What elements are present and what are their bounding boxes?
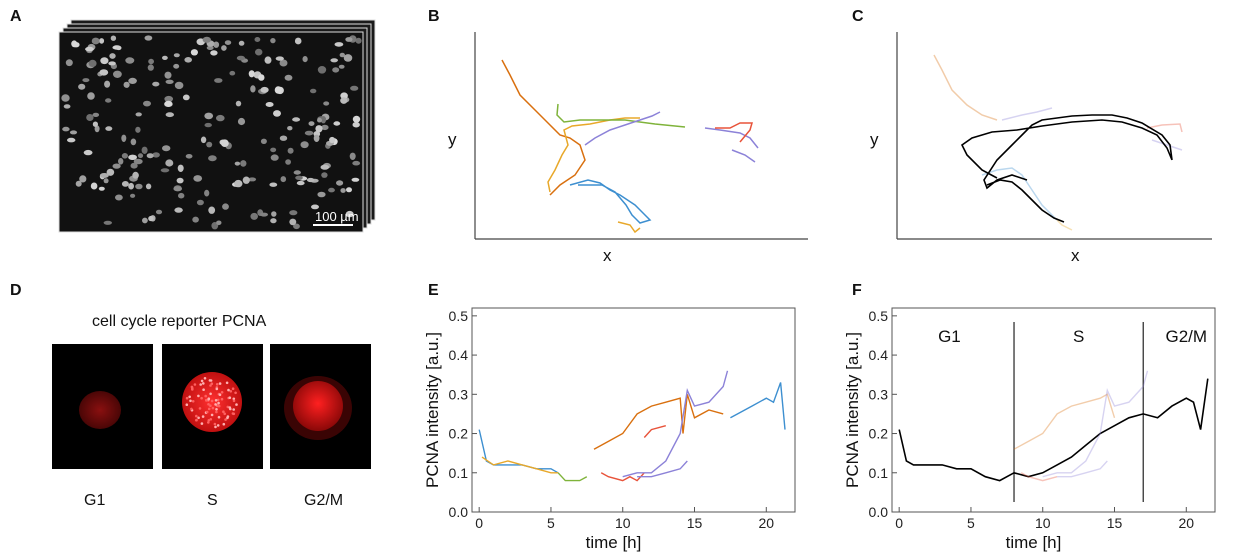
track-red [715,122,753,143]
plot-b-xlabel: x [603,246,612,265]
plot-c-ylabel: y [870,130,879,149]
x-tick-label: 15 [687,515,703,531]
y-tick-label: 0.3 [449,386,469,402]
phase-label-g1: G1 [84,492,106,509]
pcna-intensity-chart-e: 0.0 0.1 0.2 0.3 0.4 0.5 0 5 10 15 20 time [h] PCNA i… [423,307,796,552]
plot-frame [891,307,1216,513]
phase-text: G2/M [1166,327,1208,346]
series-line [600,472,645,482]
panel-label-a: A [10,8,22,25]
trajectory-plot-c [896,32,1212,240]
y-axis-label: PCNA intensity [a.u.] [843,332,862,488]
y-tick-label: 0.4 [449,347,469,363]
series-line [1057,460,1108,478]
track-green [556,103,686,128]
series-line [898,378,1209,482]
y-axis-label: PCNA intensity [a.u.] [423,332,442,488]
panel-label-e: E [428,282,439,299]
phase-label-g2m: G2/M [304,492,344,509]
pcna-cell-images [52,344,371,469]
y-tick-label: 0.1 [869,465,889,481]
panel-label-d: D [10,282,22,299]
track-black-highlight [960,114,1173,223]
y-tick-label: 0.0 [869,504,889,520]
phase-text: S [1073,327,1084,346]
pcna-reporter-title: cell cycle reporter PCNA [92,313,267,330]
y-tick-label: 0.2 [869,426,889,442]
x-tick-label: 10 [1035,515,1051,531]
scale-bar-label: 100 µm [315,209,359,224]
microscopy-image-stack [58,19,376,233]
y-tick-label: 0.1 [449,465,469,481]
series-line [478,429,559,474]
x-tick-label: 10 [615,515,631,531]
series-line [481,456,559,474]
track-blue [569,179,652,224]
series-line [637,460,688,478]
phase-text: G1 [938,327,961,346]
track-orange [501,59,586,196]
trajectory-plot-b [474,32,808,240]
y-tick-label: 0.3 [869,386,889,402]
series-line [557,472,588,482]
x-tick-label: 20 [758,515,774,531]
track-purple [584,111,759,149]
x-tick-label: 5 [547,515,555,531]
x-tick-label: 0 [475,515,483,531]
phase-label-s: S [207,492,218,509]
plot-b-ylabel: y [448,130,457,149]
cell-nuclei [61,35,362,230]
x-axis-label: time [h] [1006,533,1062,552]
plot-c-xlabel: x [1071,246,1080,265]
y-tick-label: 0.0 [449,504,469,520]
series-line [1042,370,1149,478]
x-tick-label: 5 [967,515,975,531]
series-line [1013,393,1116,450]
series-line [730,382,786,430]
y-tick-label: 0.5 [869,308,889,324]
panel-label-b: B [428,8,440,25]
panel-label-f: F [852,282,862,299]
x-axis-label: time [h] [586,533,642,552]
y-tick-label: 0.2 [449,426,469,442]
series-line [643,425,666,438]
y-tick-label: 0.5 [449,308,469,324]
plot-frame [471,307,796,513]
series-line [622,370,729,478]
panel-label-c: C [852,8,864,25]
series-line [593,394,724,450]
x-tick-label: 0 [895,515,903,531]
y-tick-label: 0.4 [869,347,889,363]
x-tick-label: 20 [1178,515,1194,531]
series-line [1020,472,1058,482]
x-tick-label: 15 [1107,515,1123,531]
pcna-intensity-chart-f: 0.0 0.1 0.2 0.3 0.4 0.5 0 5 10 15 20 time [h] PCNA i… [843,307,1216,552]
